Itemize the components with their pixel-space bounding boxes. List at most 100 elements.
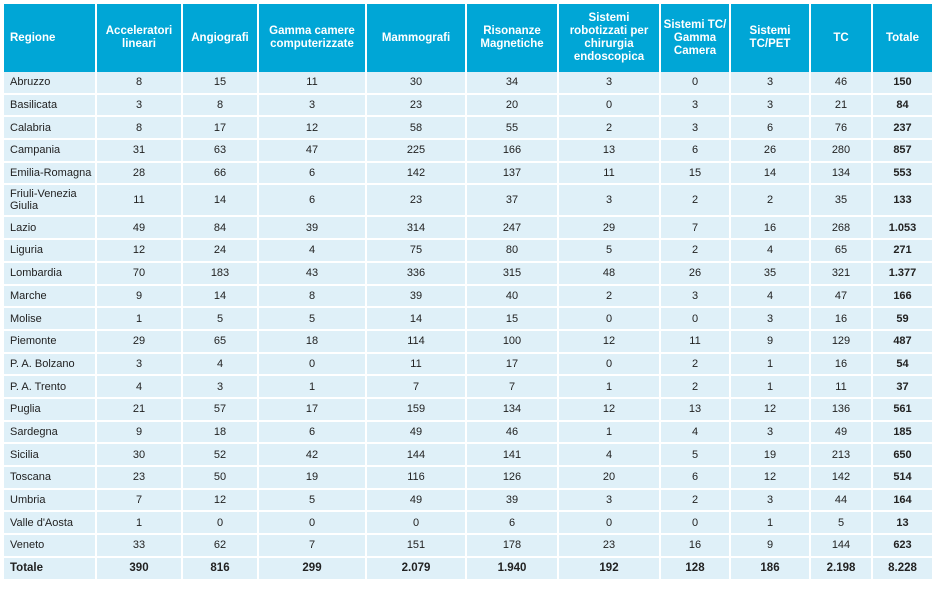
table-cell: 3 (558, 488, 661, 513)
table-cell: 315 (466, 261, 559, 286)
table-cell: 16 (810, 307, 873, 331)
row-total-cell: 1.053 (872, 216, 932, 241)
table-cell: 2 (660, 184, 731, 218)
region-cell: Abruzzo (4, 72, 97, 95)
table-cell: 4 (660, 420, 731, 445)
table-body: Abruzzo 8 15 11 30 34 3 0 3 46 150 Basilicata 3 8 3 23 2… (4, 72, 932, 581)
table-cell: 9 (96, 420, 183, 445)
table-cell: 39 (366, 284, 467, 309)
row-total-cell: 1.377 (872, 261, 932, 286)
table-cell: 66 (182, 161, 259, 186)
table-row: Liguria 12 24 4 75 80 5 2 4 65 271 (4, 239, 932, 263)
total-cell: 390 (96, 556, 183, 581)
table-cell: 0 (258, 511, 367, 536)
table-cell: 0 (660, 511, 731, 536)
row-total-cell: 150 (872, 72, 932, 95)
table-cell: 268 (810, 216, 873, 241)
table-cell: 37 (466, 184, 559, 218)
table-cell: 7 (96, 488, 183, 513)
table-row: Lombardia 70 183 43 336 315 48 26 35 321 1.377 (4, 261, 932, 286)
table-row: Marche 9 14 8 39 40 2 3 4 47 166 (4, 284, 932, 309)
table-cell: 15 (182, 72, 259, 95)
table-cell: 136 (810, 397, 873, 422)
table-cell: 314 (366, 216, 467, 241)
table-row: Toscana 23 50 19 116 126 20 6 12 142 514 (4, 466, 932, 490)
table-cell: 20 (466, 93, 559, 118)
table-cell: 6 (730, 116, 811, 141)
table-cell: 151 (366, 534, 467, 558)
table-cell: 49 (366, 488, 467, 513)
total-row: Totale 390 816 299 2.079 1.940 192 128 186 2.198 8… (4, 556, 932, 581)
region-cell: Marche (4, 284, 97, 309)
table-cell: 17 (466, 352, 559, 377)
table-cell: 26 (660, 261, 731, 286)
table-cell: 63 (182, 139, 259, 163)
region-cell: Puglia (4, 397, 97, 422)
total-cell: 1.940 (466, 556, 559, 581)
table-cell: 100 (466, 329, 559, 354)
table-cell: 14 (182, 284, 259, 309)
table-cell: 5 (182, 307, 259, 331)
table-row: P. A. Bolzano 3 4 0 11 17 0 2 1 16 54 (4, 352, 932, 377)
table-cell: 247 (466, 216, 559, 241)
table-cell: 49 (810, 420, 873, 445)
table-cell: 62 (182, 534, 259, 558)
table-cell: 30 (366, 72, 467, 95)
table-cell: 35 (810, 184, 873, 218)
table-cell: 3 (730, 93, 811, 118)
table-cell: 9 (96, 284, 183, 309)
table-cell: 4 (558, 443, 661, 467)
row-total-cell: 54 (872, 352, 932, 377)
table-cell: 142 (810, 466, 873, 490)
table-row: Lazio 49 84 39 314 247 29 7 16 268 1.053 (4, 216, 932, 241)
table-cell: 8 (258, 284, 367, 309)
column-header: Sistemi robotizzati per chirurgia endosc… (558, 4, 661, 72)
table-cell: 1 (558, 375, 661, 399)
table-cell: 16 (810, 352, 873, 377)
table-cell: 0 (182, 511, 259, 536)
table-cell: 33 (96, 534, 183, 558)
row-total-cell: 59 (872, 307, 932, 331)
table-cell: 5 (660, 443, 731, 467)
table-cell: 134 (466, 397, 559, 422)
table-cell: 7 (466, 375, 559, 399)
column-header: Regione (4, 4, 97, 72)
table-cell: 12 (258, 116, 367, 141)
table-cell: 280 (810, 139, 873, 163)
table-cell: 225 (366, 139, 467, 163)
region-cell: Campania (4, 139, 97, 163)
region-cell: Sardegna (4, 420, 97, 445)
table-row: Campania 31 63 47 225 166 13 6 26 280 857 (4, 139, 932, 163)
table-cell: 4 (96, 375, 183, 399)
table-cell: 11 (810, 375, 873, 399)
table-cell: 14 (366, 307, 467, 331)
table-cell: 4 (730, 239, 811, 263)
table-cell: 14 (730, 161, 811, 186)
table-cell: 84 (182, 216, 259, 241)
table-cell: 1 (730, 511, 811, 536)
table-cell: 40 (466, 284, 559, 309)
table-cell: 4 (182, 352, 259, 377)
region-cell: Sicilia (4, 443, 97, 467)
table-cell: 0 (660, 307, 731, 331)
table-cell: 3 (558, 72, 661, 95)
table-cell: 4 (730, 284, 811, 309)
table-cell: 16 (730, 216, 811, 241)
table-cell: 114 (366, 329, 467, 354)
region-cell: Toscana (4, 466, 97, 490)
table-cell: 15 (466, 307, 559, 331)
table-cell: 16 (660, 534, 731, 558)
table-cell: 3 (182, 375, 259, 399)
region-cell: Basilicata (4, 93, 97, 118)
table-row: Umbria 7 12 5 49 39 3 2 3 44 164 (4, 488, 932, 513)
region-cell: Umbria (4, 488, 97, 513)
table-cell: 11 (558, 161, 661, 186)
column-header: Sistemi TC/PET (730, 4, 811, 72)
table-cell: 44 (810, 488, 873, 513)
row-total-cell: 133 (872, 184, 932, 218)
column-header: Mammografi (366, 4, 467, 72)
table-cell: 70 (96, 261, 183, 286)
table-cell: 3 (730, 420, 811, 445)
table-cell: 3 (660, 93, 731, 118)
table-cell: 28 (96, 161, 183, 186)
